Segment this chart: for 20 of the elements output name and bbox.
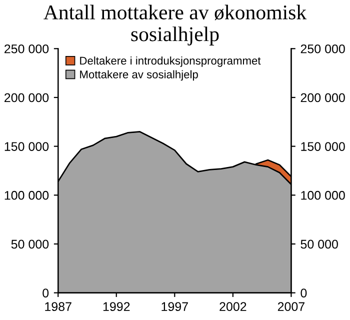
y-tick-label: 0 [42,288,49,298]
x-tick-label: 1992 [103,302,130,312]
y-tick-label: 250 000 [4,44,49,54]
y-tick-label: 200 000 [4,93,49,102]
y-tick-label: 100 000 [4,190,49,200]
chart-title: Antall mottakere av økonomisk sosialhjelp [44,4,307,46]
x-tick-label: 2007 [278,302,304,312]
x-tick-label: 2002 [220,302,246,312]
legend-label: Deltakere i introduksjonsprogrammet [80,56,261,67]
y-tick-label: 50 000 [11,240,49,249]
y2-tick-label: 50 000 [300,240,338,249]
y2-tick-label: 0 [300,288,307,298]
x-tick-label: 1987 [45,302,72,312]
y2-tick-label: 100 000 [301,190,345,200]
y2-tick-label: 150 000 [301,142,345,151]
y2-tick-label: 250 000 [300,44,345,54]
x-tick-label: 1997 [162,302,188,312]
y-tick-label: 150 000 [4,142,49,151]
legend-label: Mottakere av sosialhjelp [80,70,198,81]
y2-tick-label: 200 000 [300,93,345,102]
